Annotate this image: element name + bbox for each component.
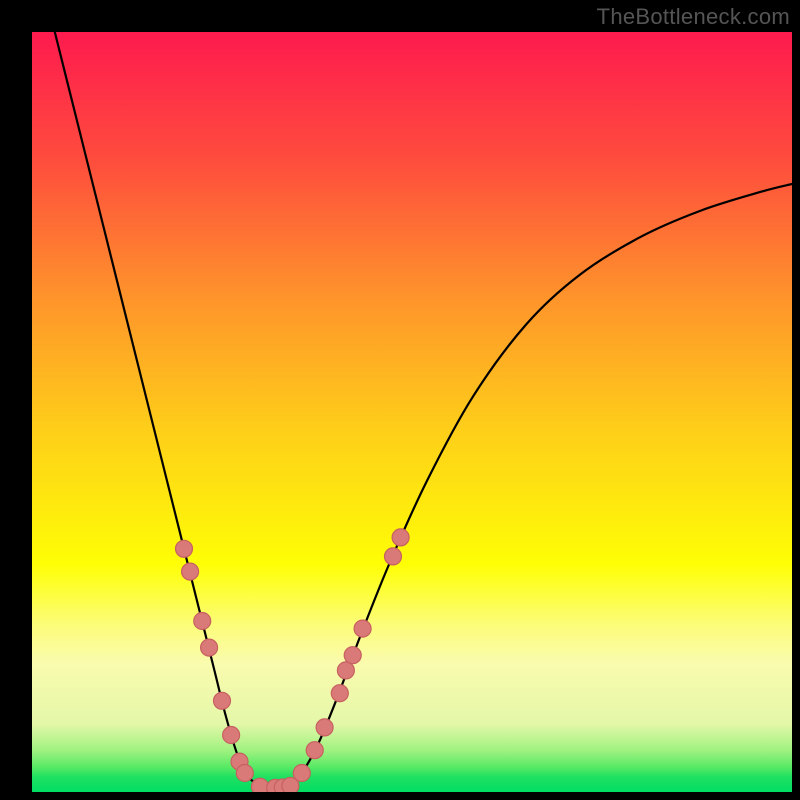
data-marker [176,540,193,557]
chart-frame [32,32,792,792]
data-marker [201,639,218,656]
data-marker [306,742,323,759]
data-marker [214,692,231,709]
data-marker [316,719,333,736]
watermark-text: TheBottleneck.com [597,4,790,30]
data-marker [392,529,409,546]
data-marker [194,613,211,630]
data-marker [354,620,371,637]
data-marker [337,662,354,679]
data-marker [293,765,310,782]
data-marker [252,778,269,792]
data-marker [223,727,240,744]
data-marker [331,685,348,702]
data-marker [182,563,199,580]
data-marker [344,647,361,664]
data-marker [385,548,402,565]
chart-background [32,32,792,792]
data-marker [236,765,253,782]
bottleneck-chart [32,32,792,792]
